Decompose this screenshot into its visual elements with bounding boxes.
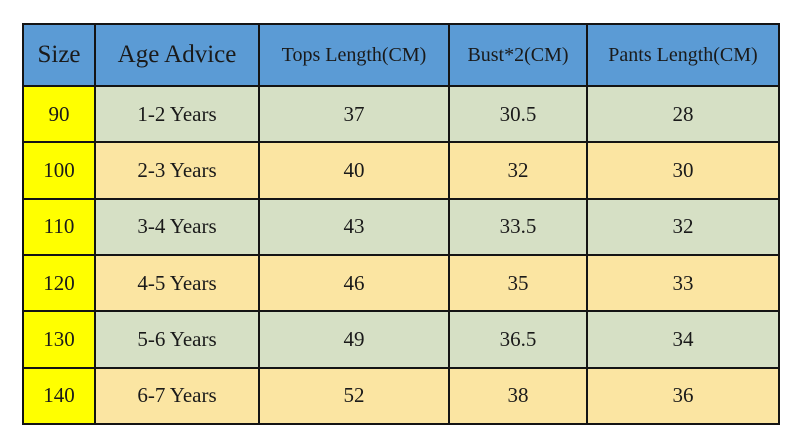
cell-bust: 36.5 <box>448 310 588 369</box>
cell-bust: 33.5 <box>448 197 588 256</box>
cell-pants-length: 32 <box>586 197 780 256</box>
cell-pants-length: 28 <box>586 84 780 144</box>
cell-pants-length: 36 <box>586 366 780 426</box>
cell-age-advice: 6-7 Years <box>94 366 260 426</box>
cell-tops-length: 37 <box>258 84 450 144</box>
cell-size: 110 <box>22 197 96 256</box>
table-row-size-140: 140 6-7 Years 52 38 36 <box>22 366 780 426</box>
cell-bust: 35 <box>448 253 588 313</box>
cell-size: 140 <box>22 366 96 426</box>
cell-size: 120 <box>22 253 96 313</box>
column-header-age-advice: Age Advice <box>94 23 260 87</box>
cell-bust: 32 <box>448 141 588 200</box>
cell-age-advice: 5-6 Years <box>94 310 260 369</box>
table-row-size-110: 110 3-4 Years 43 33.5 32 <box>22 197 780 256</box>
table-row-size-120: 120 4-5 Years 46 35 33 <box>22 253 780 313</box>
column-header-pants-length: Pants Length(CM) <box>586 23 780 87</box>
cell-tops-length: 43 <box>258 197 450 256</box>
column-header-tops-length: Tops Length(CM) <box>258 23 450 87</box>
table-row-size-90: 90 1-2 Years 37 30.5 28 <box>22 84 780 144</box>
table-row-size-130: 130 5-6 Years 49 36.5 34 <box>22 310 780 369</box>
size-chart-table: Size Age Advice Tops Length(CM) Bust*2(C… <box>22 23 780 426</box>
cell-size: 90 <box>22 84 96 144</box>
column-header-bust: Bust*2(CM) <box>448 23 588 87</box>
cell-age-advice: 1-2 Years <box>94 84 260 144</box>
cell-pants-length: 33 <box>586 253 780 313</box>
cell-size: 100 <box>22 141 96 200</box>
header-row: Size Age Advice Tops Length(CM) Bust*2(C… <box>22 23 780 87</box>
cell-age-advice: 4-5 Years <box>94 253 260 313</box>
table-row-size-100: 100 2-3 Years 40 32 30 <box>22 141 780 200</box>
cell-tops-length: 46 <box>258 253 450 313</box>
cell-size: 130 <box>22 310 96 369</box>
column-header-size: Size <box>22 23 96 87</box>
cell-tops-length: 40 <box>258 141 450 200</box>
cell-pants-length: 34 <box>586 310 780 369</box>
cell-bust: 38 <box>448 366 588 426</box>
cell-pants-length: 30 <box>586 141 780 200</box>
cell-tops-length: 49 <box>258 310 450 369</box>
cell-age-advice: 3-4 Years <box>94 197 260 256</box>
cell-bust: 30.5 <box>448 84 588 144</box>
cell-age-advice: 2-3 Years <box>94 141 260 200</box>
cell-tops-length: 52 <box>258 366 450 426</box>
